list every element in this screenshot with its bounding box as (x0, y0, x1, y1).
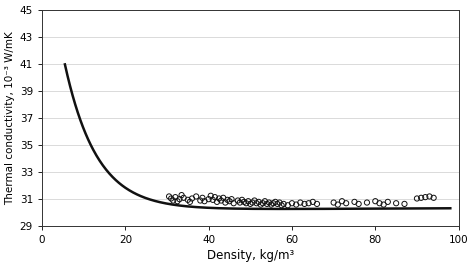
X-axis label: Density, kg/m³: Density, kg/m³ (207, 250, 294, 262)
Point (417, 196, 425, 200)
Point (199, 196, 206, 200)
Point (263, 202, 271, 206)
Point (248, 200, 256, 205)
Point (297, 200, 304, 205)
Point (292, 202, 300, 207)
Point (273, 202, 281, 206)
Point (246, 202, 254, 206)
Point (205, 197, 212, 201)
Point (280, 202, 287, 206)
Point (309, 200, 317, 204)
Point (259, 201, 266, 205)
Point (209, 198, 217, 202)
Point (172, 195, 179, 199)
Point (215, 196, 223, 201)
Point (330, 200, 337, 205)
Point (351, 200, 358, 204)
Point (197, 198, 204, 203)
Point (173, 199, 181, 203)
Point (207, 194, 215, 198)
Point (276, 200, 283, 205)
Point (226, 199, 233, 203)
Point (334, 202, 342, 207)
Point (188, 196, 196, 201)
Point (272, 200, 279, 204)
Point (376, 201, 383, 205)
Point (267, 202, 275, 207)
Point (342, 201, 350, 205)
Point (169, 198, 177, 203)
Point (192, 194, 200, 199)
Point (165, 194, 173, 199)
Point (384, 200, 392, 204)
Point (184, 198, 191, 202)
Point (178, 193, 185, 197)
Point (236, 200, 244, 205)
Point (234, 198, 242, 203)
Point (257, 202, 264, 207)
Point (245, 199, 252, 203)
Point (392, 201, 400, 205)
Point (230, 201, 237, 205)
Point (284, 203, 292, 207)
Point (261, 199, 269, 203)
Y-axis label: Thermal conductivity, 10⁻³ W/mK: Thermal conductivity, 10⁻³ W/mK (6, 31, 16, 205)
Point (355, 202, 363, 206)
Point (221, 200, 229, 205)
Point (265, 200, 273, 205)
Point (228, 197, 236, 201)
Point (430, 196, 438, 200)
Point (313, 202, 321, 206)
Point (380, 202, 387, 207)
Point (251, 198, 258, 203)
Point (186, 200, 194, 204)
Point (218, 198, 225, 203)
Point (167, 196, 175, 201)
Point (301, 202, 308, 206)
Point (211, 195, 219, 199)
Point (253, 201, 260, 205)
Point (426, 194, 433, 199)
Point (288, 201, 296, 205)
Point (401, 202, 408, 206)
Point (201, 199, 208, 203)
Point (213, 200, 221, 204)
Point (269, 201, 277, 205)
Point (372, 199, 379, 203)
Point (176, 197, 183, 201)
Point (305, 201, 312, 205)
Point (240, 200, 248, 204)
Point (238, 198, 246, 202)
Point (363, 200, 371, 205)
Point (219, 196, 227, 200)
Point (338, 199, 346, 203)
Point (242, 201, 250, 205)
Point (278, 203, 285, 207)
Point (255, 200, 263, 204)
Point (413, 196, 421, 201)
Point (180, 196, 187, 200)
Point (224, 198, 231, 202)
Point (421, 195, 429, 199)
